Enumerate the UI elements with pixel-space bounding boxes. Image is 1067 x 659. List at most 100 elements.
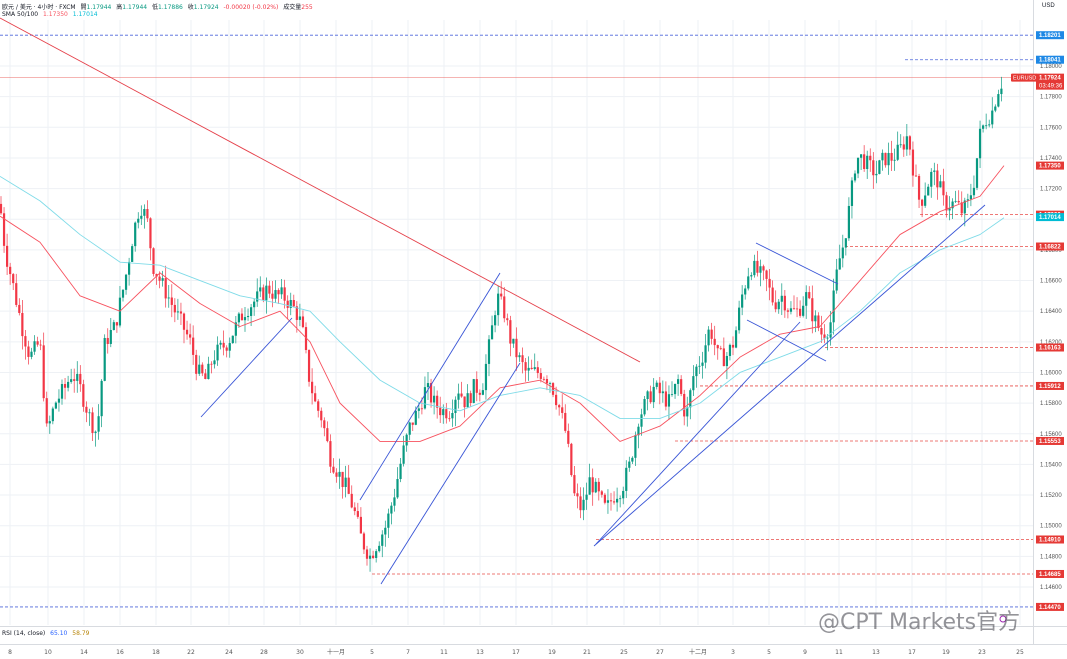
- y-axis: 1.18000 1.17800 1.17600 1.17400 1.17200 1.170…: [1040, 64, 1062, 591]
- candle-body: [832, 290, 835, 323]
- candle-body: [908, 136, 911, 150]
- y-tick-label: 1.16800: [1040, 248, 1062, 254]
- close-label: 收: [187, 4, 194, 11]
- x-tick-label: 7: [406, 649, 410, 656]
- candle-body: [79, 373, 82, 385]
- candle-body: [896, 144, 899, 160]
- change-value: -0.00020 (-0.02%): [223, 4, 279, 11]
- candle-body: [619, 498, 622, 500]
- last-price-badge: [1036, 73, 1064, 90]
- ma-legend[interactable]: SMA 50/100 1.17350 1.17014: [2, 11, 98, 18]
- uptrend-support-1: [593, 204, 986, 547]
- candle-body: [914, 175, 918, 177]
- price-badge: [1036, 569, 1064, 578]
- y-tick-label: 1.15400: [1040, 462, 1062, 468]
- candle-body: [128, 261, 131, 275]
- candle-body: [548, 383, 552, 384]
- candle-body: [564, 412, 567, 431]
- price-badge-text: 1.16822: [1039, 245, 1061, 251]
- candle-body: [210, 363, 213, 365]
- candle-body: [881, 152, 884, 161]
- candle-body: [161, 278, 164, 281]
- volume-label: 成交量: [283, 4, 302, 11]
- candle-body: [930, 171, 933, 187]
- candle-body: [872, 160, 875, 176]
- candle-body: [231, 335, 234, 344]
- candle-body: [48, 421, 51, 424]
- candle-body: [744, 288, 747, 295]
- candle-body: [460, 393, 463, 397]
- ma100-value: 1.17014: [72, 11, 98, 18]
- candle-body: [704, 345, 707, 363]
- candle-body: [960, 202, 963, 214]
- x-tick-label: 9: [803, 649, 807, 656]
- currency-label: USD: [1042, 3, 1055, 9]
- candle-body: [768, 278, 771, 288]
- y-tick-label: 1.17800: [1040, 95, 1062, 101]
- candle-body: [948, 208, 951, 211]
- candle-body: [414, 410, 417, 425]
- candle-body: [372, 555, 375, 558]
- rsi-legend[interactable]: RSI (14, close) 65.10 58.79: [2, 630, 89, 637]
- candle-body: [850, 180, 854, 206]
- candle-body: [820, 328, 823, 335]
- candle-body: [747, 276, 750, 289]
- candle-body: [307, 350, 311, 382]
- candle-body: [402, 445, 405, 464]
- candle-body: [902, 144, 905, 150]
- volume-value: 255: [301, 4, 313, 11]
- candle-body: [256, 291, 259, 302]
- candle-body: [991, 110, 994, 125]
- candle-body: [643, 399, 646, 415]
- candle-body: [243, 317, 247, 321]
- candle-body: [329, 441, 332, 467]
- candle-body: [292, 300, 295, 307]
- candle-body: [57, 398, 61, 403]
- candle-body: [997, 94, 1000, 107]
- price-badge-text: 1.17014: [1039, 215, 1061, 221]
- watermark: @CPT Markets官方: [818, 610, 1021, 635]
- price-badge: [1036, 213, 1064, 222]
- candle-body: [985, 125, 988, 127]
- candle-body: [521, 355, 524, 363]
- candle-body: [573, 475, 576, 494]
- candle-body: [131, 246, 134, 262]
- candle-body: [155, 273, 158, 277]
- candle-body: [982, 125, 985, 129]
- candle-body: [887, 152, 890, 166]
- price-badge-text: 1.16163: [1039, 345, 1061, 351]
- candle-body: [667, 394, 671, 407]
- candle-body: [60, 384, 64, 399]
- candle-body: [741, 294, 744, 308]
- candle-body: [451, 413, 454, 419]
- candle-body: [802, 305, 805, 316]
- candle-body: [475, 379, 478, 393]
- channel-lower: [380, 362, 521, 585]
- candle-body: [695, 366, 698, 377]
- x-tick-label: 28: [260, 649, 268, 656]
- candle-body: [478, 392, 481, 395]
- y-tick-label: 1.15800: [1040, 401, 1062, 407]
- x-tick-label: 8: [8, 649, 12, 656]
- candle-body: [670, 394, 674, 395]
- candle-body: [954, 200, 957, 202]
- candle-body: [561, 407, 564, 413]
- price-badge-text: 1.18041: [1039, 58, 1061, 64]
- candle-body: [167, 297, 170, 299]
- candle-body: [39, 344, 42, 346]
- candle-body: [838, 258, 841, 270]
- candle-body: [204, 373, 207, 380]
- price-badge: [1036, 436, 1064, 445]
- candle-body: [591, 477, 594, 493]
- x-tick-label: 21: [583, 649, 591, 656]
- x-tick-label: 13: [872, 649, 880, 656]
- flag-upper: [755, 242, 839, 285]
- candle-body: [0, 203, 3, 214]
- candle-body: [899, 144, 902, 146]
- x-tick-label: 17: [512, 649, 520, 656]
- candle-body: [917, 176, 921, 200]
- candle-body: [814, 315, 817, 322]
- candle-body: [338, 471, 341, 477]
- candle-body: [94, 431, 97, 433]
